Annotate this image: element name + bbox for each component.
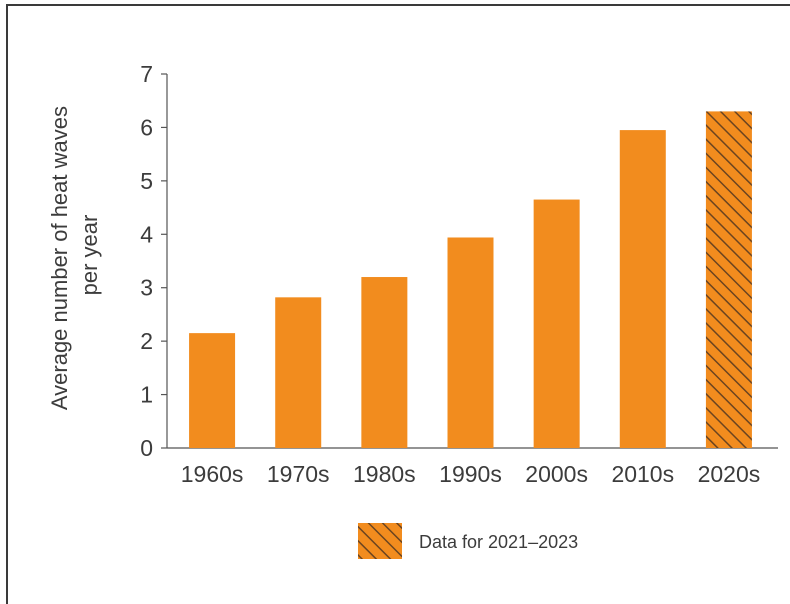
x-tick-label: 1990s	[439, 461, 502, 487]
bar-2010s	[619, 130, 666, 448]
y-tick-label: 0	[140, 435, 153, 461]
y-tick-label: 5	[140, 168, 153, 194]
y-tick-label: 4	[140, 221, 153, 247]
y-tick-label: 1	[140, 382, 153, 408]
x-tick-label: 1960s	[181, 461, 244, 487]
bar-2020s	[705, 111, 752, 449]
y-axis-label-line-2: per year	[77, 215, 102, 296]
x-tick-label: 2000s	[525, 461, 588, 487]
x-tick-label: 1980s	[353, 461, 416, 487]
x-tick-label: 1970s	[267, 461, 330, 487]
y-axis-ticks: 0 1 2 3 4 5 6 7	[140, 61, 167, 461]
x-tick-label: 2020s	[698, 461, 761, 487]
legend: Data for 2021–2023	[358, 523, 578, 559]
y-axis-label-line-1: Average number of heat waves	[47, 106, 72, 410]
y-tick-label: 7	[140, 61, 153, 87]
bar-2000s	[533, 199, 580, 448]
x-tick-label: 2010s	[611, 461, 674, 487]
y-axis-label: Average number of heat waves per year	[47, 100, 102, 410]
bars	[189, 111, 752, 449]
bar-1980s	[361, 277, 408, 448]
bar-chart: Average number of heat waves per year 0 1…	[47, 61, 778, 559]
chart-frame	[6, 4, 790, 604]
y-tick-label: 3	[140, 275, 153, 301]
y-tick-label: 6	[140, 114, 153, 140]
y-tick-label: 2	[140, 328, 153, 354]
x-axis-tick-labels: 1960s 1970s 1980s 1990s 2000s 2010s 2020s	[181, 461, 761, 487]
bar-1960s	[189, 333, 236, 448]
bar-1970s	[275, 297, 322, 448]
legend-label: Data for 2021–2023	[419, 532, 578, 552]
bar-1990s	[447, 237, 494, 448]
legend-swatch-hatched	[358, 523, 402, 559]
